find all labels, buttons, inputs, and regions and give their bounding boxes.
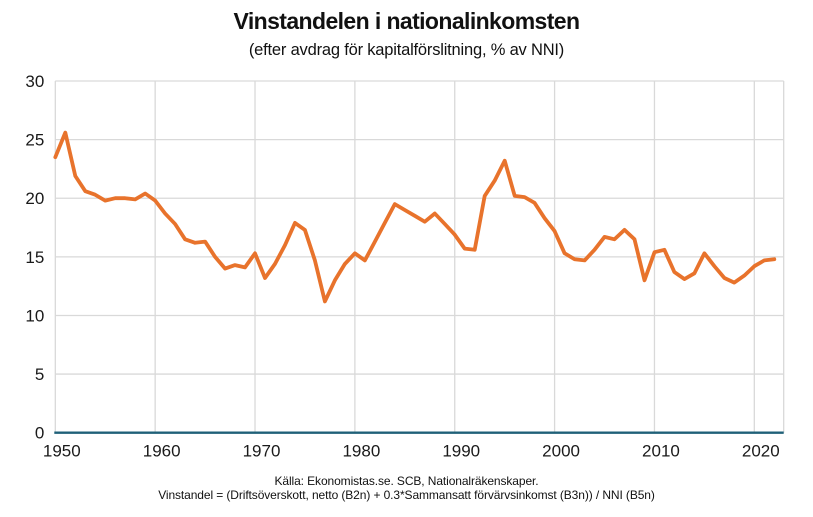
- y-axis-labels: 0 5 10 15 20 25 30: [25, 72, 44, 443]
- gridlines: [54, 80, 785, 433]
- y-tick-label: 25: [25, 131, 44, 150]
- y-tick-label: 30: [25, 72, 44, 91]
- x-tick-label: 1950: [43, 442, 81, 461]
- source-note: Källa: Ekonomistas.se. SCB, Nationalräke…: [274, 474, 539, 488]
- y-tick-label: 0: [35, 424, 44, 443]
- y-tick-label: 20: [25, 189, 44, 208]
- chart-title: Vinstandelen i nationalinkomsten: [233, 8, 581, 34]
- y-tick-label: 5: [35, 365, 44, 384]
- x-tick-label: 2000: [542, 442, 580, 461]
- y-tick-label: 15: [25, 248, 44, 267]
- x-tick-label: 1960: [143, 442, 181, 461]
- x-tick-label: 1980: [342, 442, 380, 461]
- chart-subtitle: (efter avdrag för kapitalförslitning, % …: [248, 41, 565, 59]
- formula-note: Vinstandel = (Driftsöverskott, netto (B2…: [158, 488, 655, 502]
- x-tick-label: 2020: [742, 442, 780, 461]
- x-tick-label: 1990: [442, 442, 480, 461]
- y-tick-label: 10: [25, 306, 44, 325]
- x-tick-label: 2010: [642, 442, 680, 461]
- profit-share-series-line: [53, 130, 777, 304]
- x-axis-labels: 1950 1960 1970 1980 1990 2000 2010 2020: [43, 442, 780, 461]
- x-tick-label: 1970: [243, 442, 281, 461]
